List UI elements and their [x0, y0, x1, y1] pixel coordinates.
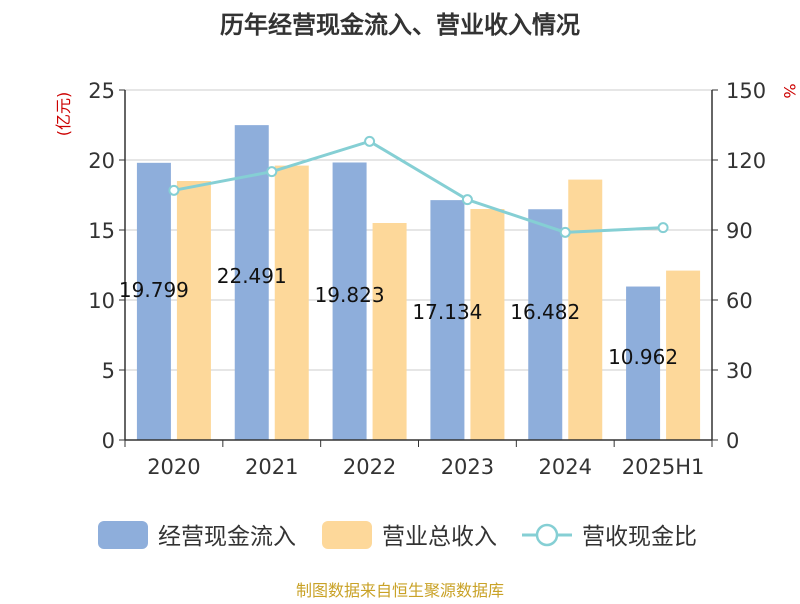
- bar-total-revenue: [568, 179, 603, 440]
- x-tick-label: 2022: [343, 455, 396, 479]
- bar-data-label: 19.823: [315, 283, 385, 307]
- legend-label: 营业总收入: [382, 524, 497, 550]
- bar-operating-cash-inflow: [528, 209, 563, 440]
- x-tick-label: 2021: [245, 455, 298, 479]
- chart-title: 历年经营现金流入、营业收入情况: [220, 11, 580, 39]
- bar-total-revenue: [372, 223, 407, 440]
- y-right-tick-label: 120: [726, 149, 766, 173]
- y-left-tick-label: 5: [102, 359, 115, 383]
- x-tick-label: 2024: [539, 455, 592, 479]
- line-point: [461, 194, 473, 206]
- y-right-axis-label: %: [780, 83, 799, 98]
- legend: 经营现金流入 营业总收入 营收现金比: [98, 521, 697, 550]
- bar-operating-cash-inflow: [332, 162, 367, 440]
- legend-marker: [535, 523, 559, 547]
- y-left-tick-label: 10: [88, 289, 115, 313]
- x-tick-label: 2023: [441, 455, 494, 479]
- x-tick-label: 2020: [147, 455, 200, 479]
- x-tick-label: 2025H1: [622, 455, 705, 479]
- line-point: [657, 222, 669, 234]
- bar-total-revenue: [176, 181, 211, 440]
- bar-data-label: 19.799: [119, 278, 189, 302]
- y-right-tick-label: 60: [726, 289, 753, 313]
- y-left-axis-label: (亿元): [54, 92, 73, 137]
- line-cash-revenue-ratio: [173, 139, 664, 234]
- y-right-tick-label: 150: [726, 79, 766, 103]
- y-left-tick-label: 20: [88, 149, 115, 173]
- grid-layer: [125, 89, 712, 371]
- bar-operating-cash-inflow: [136, 162, 171, 440]
- bar-total-revenue: [274, 165, 309, 440]
- bar-data-label: 22.491: [217, 264, 287, 288]
- y-left-tick-label: 0: [102, 429, 115, 453]
- y-right-tick-label: 30: [726, 359, 753, 383]
- bar-total-revenue: [470, 209, 505, 440]
- bar-data-label: 10.962: [608, 345, 678, 369]
- bar-operating-cash-inflow: [430, 200, 465, 440]
- bar-data-label: 16.482: [510, 300, 580, 324]
- axes-layer: 0 5 10 15 20 25 0 30 60 90 120 150 2020 2021 2022 2023 2…: [54, 79, 799, 479]
- legend-label: 营收现金比: [582, 524, 697, 550]
- bars-layer: [136, 125, 701, 440]
- source-note: 制图数据来自恒生聚源数据库: [296, 581, 504, 600]
- line-layer: [168, 135, 669, 238]
- bar-data-label: 17.134: [412, 300, 482, 324]
- bar-total-revenue: [666, 270, 701, 440]
- legend-swatch: [322, 521, 372, 549]
- legend-swatch: [98, 521, 148, 549]
- line-point: [168, 184, 180, 196]
- y-left-tick-label: 15: [88, 219, 115, 243]
- line-point: [559, 226, 571, 238]
- legend-label: 经营现金流入: [158, 524, 296, 550]
- bar-operating-cash-inflow: [626, 286, 661, 440]
- data-labels-layer: 19.799 22.491 19.823 17.134 16.482 10.962: [119, 264, 678, 369]
- line-point: [364, 135, 376, 147]
- y-left-tick-label: 25: [88, 79, 115, 103]
- y-right-tick-label: 90: [726, 219, 753, 243]
- y-right-tick-label: 0: [726, 429, 739, 453]
- line-point: [266, 166, 278, 178]
